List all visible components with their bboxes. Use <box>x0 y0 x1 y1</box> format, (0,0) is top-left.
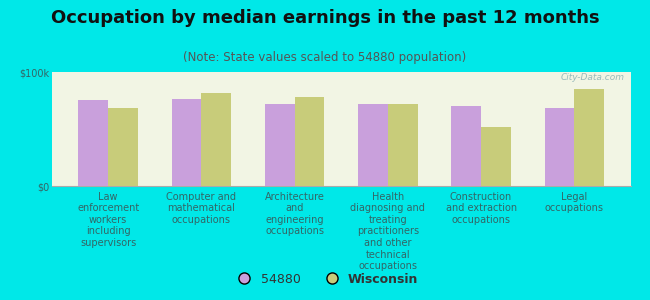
Bar <box>108 109 138 186</box>
Bar <box>545 109 575 186</box>
Bar <box>265 104 294 186</box>
Bar <box>294 97 324 186</box>
Legend: 54880, Wisconsin: 54880, Wisconsin <box>227 268 423 291</box>
Bar <box>575 89 604 186</box>
Bar <box>202 92 231 186</box>
Text: Occupation by median earnings in the past 12 months: Occupation by median earnings in the pas… <box>51 9 599 27</box>
Bar <box>358 104 388 186</box>
Bar <box>451 106 481 186</box>
Bar <box>78 100 108 186</box>
Text: City-Data.com: City-Data.com <box>561 73 625 82</box>
Bar <box>172 99 202 186</box>
Bar <box>388 104 418 186</box>
Text: (Note: State values scaled to 54880 population): (Note: State values scaled to 54880 popu… <box>183 51 467 64</box>
Bar <box>481 127 511 186</box>
